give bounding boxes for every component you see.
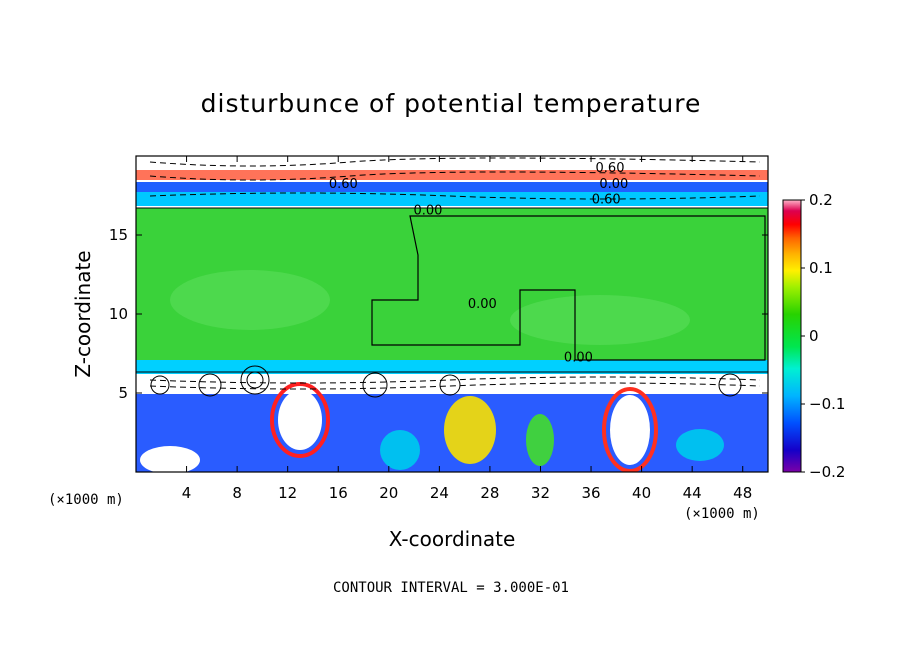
colorbar-tick-label: 0.1 [809, 259, 833, 277]
contour-label: 0.00 [564, 351, 593, 366]
contour-label: 0.60 [329, 177, 358, 192]
field-shading [136, 156, 768, 472]
colorbar-tick-label: 0.2 [809, 191, 833, 209]
contour-label: 0.00 [414, 204, 443, 219]
x-axis-ticks: 4 8 12 16 20 24 28 32 36 40 44 48 [182, 156, 752, 502]
contour-labels: 0.600.000.600.600.000.000.00 [329, 161, 628, 366]
y-axis-ticks: 5 10 15 [109, 226, 768, 402]
y-axis-label: Z-coordinate [71, 250, 95, 377]
x-tick-label: 36 [581, 484, 600, 502]
y-tick-label: 15 [109, 226, 128, 244]
colorbar-tick-label: 0 [809, 327, 819, 345]
colorbar [782, 199, 802, 473]
x-tick-label: 28 [480, 484, 499, 502]
x-tick-label: 48 [733, 484, 752, 502]
contour-interval-footer: CONTOUR INTERVAL = 3.000E-01 [333, 580, 569, 596]
contour-label: 0.60 [592, 193, 621, 208]
x-tick-label: 44 [683, 484, 702, 502]
x-tick-label: 16 [329, 484, 348, 502]
x-tick-label: 4 [182, 484, 192, 502]
contour-label: 0.00 [599, 177, 628, 192]
colorbar-tick-label: −0.1 [809, 395, 845, 413]
x-tick-label: 40 [632, 484, 651, 502]
chart-title: disturbunce of potential temperature [201, 89, 702, 118]
y-tick-label: 10 [109, 305, 128, 323]
colorbar-ticks: 0.2 0.1 0 −0.1 −0.2 [801, 191, 845, 481]
contour-label: 0.60 [596, 161, 625, 176]
x-unit-right: (×1000 m) [684, 506, 760, 522]
x-unit-left: (×1000 m) [48, 492, 124, 508]
x-axis-label: X-coordinate [389, 527, 516, 551]
x-tick-label: 12 [278, 484, 297, 502]
x-tick-label: 24 [430, 484, 449, 502]
colorbar-tick-label: −0.2 [809, 463, 845, 481]
contour-label: 0.00 [468, 297, 497, 312]
x-tick-label: 32 [531, 484, 550, 502]
x-tick-label: 20 [379, 484, 398, 502]
y-tick-label: 5 [118, 384, 128, 402]
x-tick-label: 8 [232, 484, 242, 502]
